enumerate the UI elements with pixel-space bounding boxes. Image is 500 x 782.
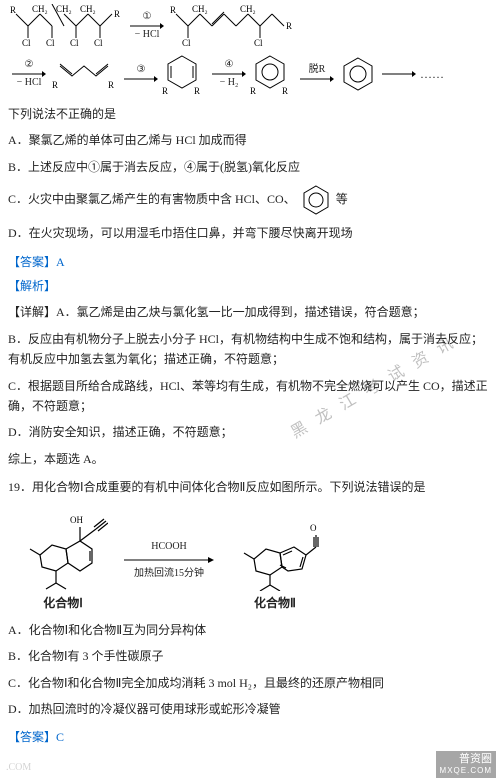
q18-detail-label: 【详解】 — [8, 305, 56, 319]
svg-text:Cl: Cl — [254, 38, 263, 48]
arrow-1-label-top: ① — [143, 12, 152, 22]
benzene-inline-icon — [299, 183, 333, 217]
q18-answer: 【答案】A — [8, 252, 492, 272]
q18-conclusion: 综上，本题选 A。 — [8, 449, 492, 469]
q18-option-c-pre: C．火灾中由聚氯乙烯产生的有害物质中含 HCl、CO、 — [8, 192, 296, 206]
q18-option-c: C．火灾中由聚氯乙烯产生的有害物质中含 HCl、CO、 等 — [8, 183, 492, 217]
arrow-6 — [382, 70, 416, 78]
q18-jiexi-label: 【解析】 — [8, 276, 492, 296]
svg-text:Cl: Cl — [46, 38, 55, 48]
q19-option-a: A．化合物Ⅰ和化合物Ⅱ互为同分异构体 — [8, 620, 492, 640]
compound-1-structure: OH — [18, 505, 108, 591]
dialkylbenzene-fragment: R R — [250, 52, 296, 96]
compound-2-label: 化合物Ⅱ — [254, 593, 296, 613]
reaction-arrow: HCOOH 加热回流15分钟 — [124, 538, 214, 582]
svg-text:R: R — [114, 9, 120, 19]
q19-answer: 【答案】C — [8, 727, 492, 747]
arrow-4: ④ − H₂ — [212, 60, 246, 88]
fragment-2: R CH₂ CH₂ R Cl Cl — [168, 4, 298, 48]
compound-1: OH 化合物Ⅰ — [18, 505, 108, 613]
arrow-5: 脱R — [300, 65, 334, 83]
q18-answer-label: 【答案】 — [8, 255, 56, 269]
reaction-scheme-row1: R CH₂ CH₂ CH₂ R Cl Cl Cl Cl ① − HCl — [8, 4, 492, 48]
q19-stem: 19．用化合物Ⅰ合成重要的有机中间体化合物Ⅱ反应如图所示。下列说法错误的是 — [8, 477, 492, 497]
svg-text:CH₂: CH₂ — [32, 4, 48, 14]
q19-option-b: B．化合物Ⅰ有 3 个手性碳原子 — [8, 646, 492, 666]
ellipsis: …… — [420, 64, 444, 84]
svg-text:R: R — [10, 5, 16, 15]
svg-text:R: R — [250, 86, 256, 96]
q19-option-d: D．加热回流时的冷凝仪器可使用球形或蛇形冷凝管 — [8, 699, 492, 719]
reagent-bot: 加热回流15分钟 — [134, 565, 204, 582]
benzene-fragment — [338, 54, 378, 94]
q18-detail-c: C．根据题目所给合成路线，HCl、苯等均有生成，有机物不完全燃烧可以产生 CO，… — [8, 376, 492, 417]
q18-stem: 下列说法不正确的是 — [8, 104, 492, 124]
svg-text:R: R — [282, 86, 288, 96]
reaction-scheme-row2: ② − HCl R R ③ R R ④ − H₂ — [8, 52, 492, 96]
svg-text:CH₂: CH₂ — [80, 4, 96, 14]
q19-answer-label: 【答案】 — [8, 730, 56, 744]
svg-text:R: R — [52, 80, 58, 90]
svg-text:Cl: Cl — [182, 38, 191, 48]
svg-text:CH₂: CH₂ — [192, 4, 208, 14]
svg-text:R: R — [162, 86, 168, 96]
compound-2-structure: O — [230, 505, 320, 591]
svg-text:O: O — [310, 523, 317, 533]
svg-text:CH₂: CH₂ — [56, 4, 72, 14]
q18-answer-val: A — [56, 255, 65, 269]
svg-text:R: R — [194, 86, 200, 96]
arrow-3-label-top: ③ — [137, 65, 146, 75]
cyclohexadiene-fragment: R R — [162, 52, 208, 96]
svg-text:R: R — [286, 21, 292, 31]
watermark-footer-right: 普资圈 MXQE.COM — [436, 751, 496, 778]
q18-option-b: B．上述反应中①属于消去反应，④属于(脱氢)氧化反应 — [8, 157, 492, 177]
q18-detail-d: D．消防安全知识，描述正确，不符题意； — [8, 422, 492, 442]
diene-fragment: R R — [50, 54, 120, 94]
arrow-5-label-top: 脱R — [309, 65, 326, 75]
svg-text:Cl: Cl — [94, 38, 103, 48]
compound-2: O 化合物Ⅱ — [230, 505, 320, 613]
svg-text:OH: OH — [70, 515, 83, 525]
q19-scheme: OH 化合物Ⅰ HCOOH 加热回流15分钟 — [8, 505, 492, 613]
arrow-2: ② − HCl — [12, 60, 46, 88]
arrow-2-label-bot: − HCl — [17, 78, 42, 88]
q19-answer-val: C — [56, 730, 64, 744]
q19-option-c: C．化合物Ⅰ和化合物Ⅱ完全加成均消耗 3 mol H₂，且最终的还原产物相同 — [8, 673, 492, 693]
arrow-1: ① − HCl — [130, 12, 164, 40]
arrow-3: ③ — [124, 65, 158, 83]
svg-text:CH₂: CH₂ — [240, 4, 256, 14]
compound-1-label: 化合物Ⅰ — [43, 593, 83, 613]
svg-text:R: R — [108, 80, 114, 90]
q18-option-c-post: 等 — [336, 192, 348, 206]
footer-brand: 普资圈 — [440, 753, 492, 766]
reagent-top: HCOOH — [151, 538, 187, 555]
q18-option-a: A．聚氯乙烯的单体可由乙烯与 HCl 加成而得 — [8, 130, 492, 150]
fragment-1: R CH₂ CH₂ CH₂ R Cl Cl Cl Cl — [8, 4, 126, 48]
q18-detail-b: B．反应由有机物分子上脱去小分子 HCl，有机物结构中生成不饱和结构，属于消去反… — [8, 329, 492, 370]
arrow-4-label-top: ④ — [225, 60, 234, 70]
q18-option-d: D．在火灾现场，可以用湿毛巾捂住口鼻，并弯下腰尽快离开现场 — [8, 223, 492, 243]
q18-detail-a: 【详解】A．氯乙烯是由乙炔与氯化氢一比一加成得到，描述错误，符合题意； — [8, 302, 492, 322]
arrow-2-label-top: ② — [25, 60, 34, 70]
svg-text:Cl: Cl — [22, 38, 31, 48]
svg-text:R: R — [170, 5, 176, 15]
svg-text:Cl: Cl — [70, 38, 79, 48]
watermark-footer-left: .COM — [6, 759, 31, 776]
footer-url: MXQE.COM — [440, 766, 492, 776]
q18-detail-a-text: A．氯乙烯是由乙炔与氯化氢一比一加成得到，描述错误，符合题意； — [56, 305, 425, 319]
arrow-4-label-bot: − H₂ — [220, 78, 239, 88]
arrow-1-label-bot: − HCl — [135, 30, 160, 40]
